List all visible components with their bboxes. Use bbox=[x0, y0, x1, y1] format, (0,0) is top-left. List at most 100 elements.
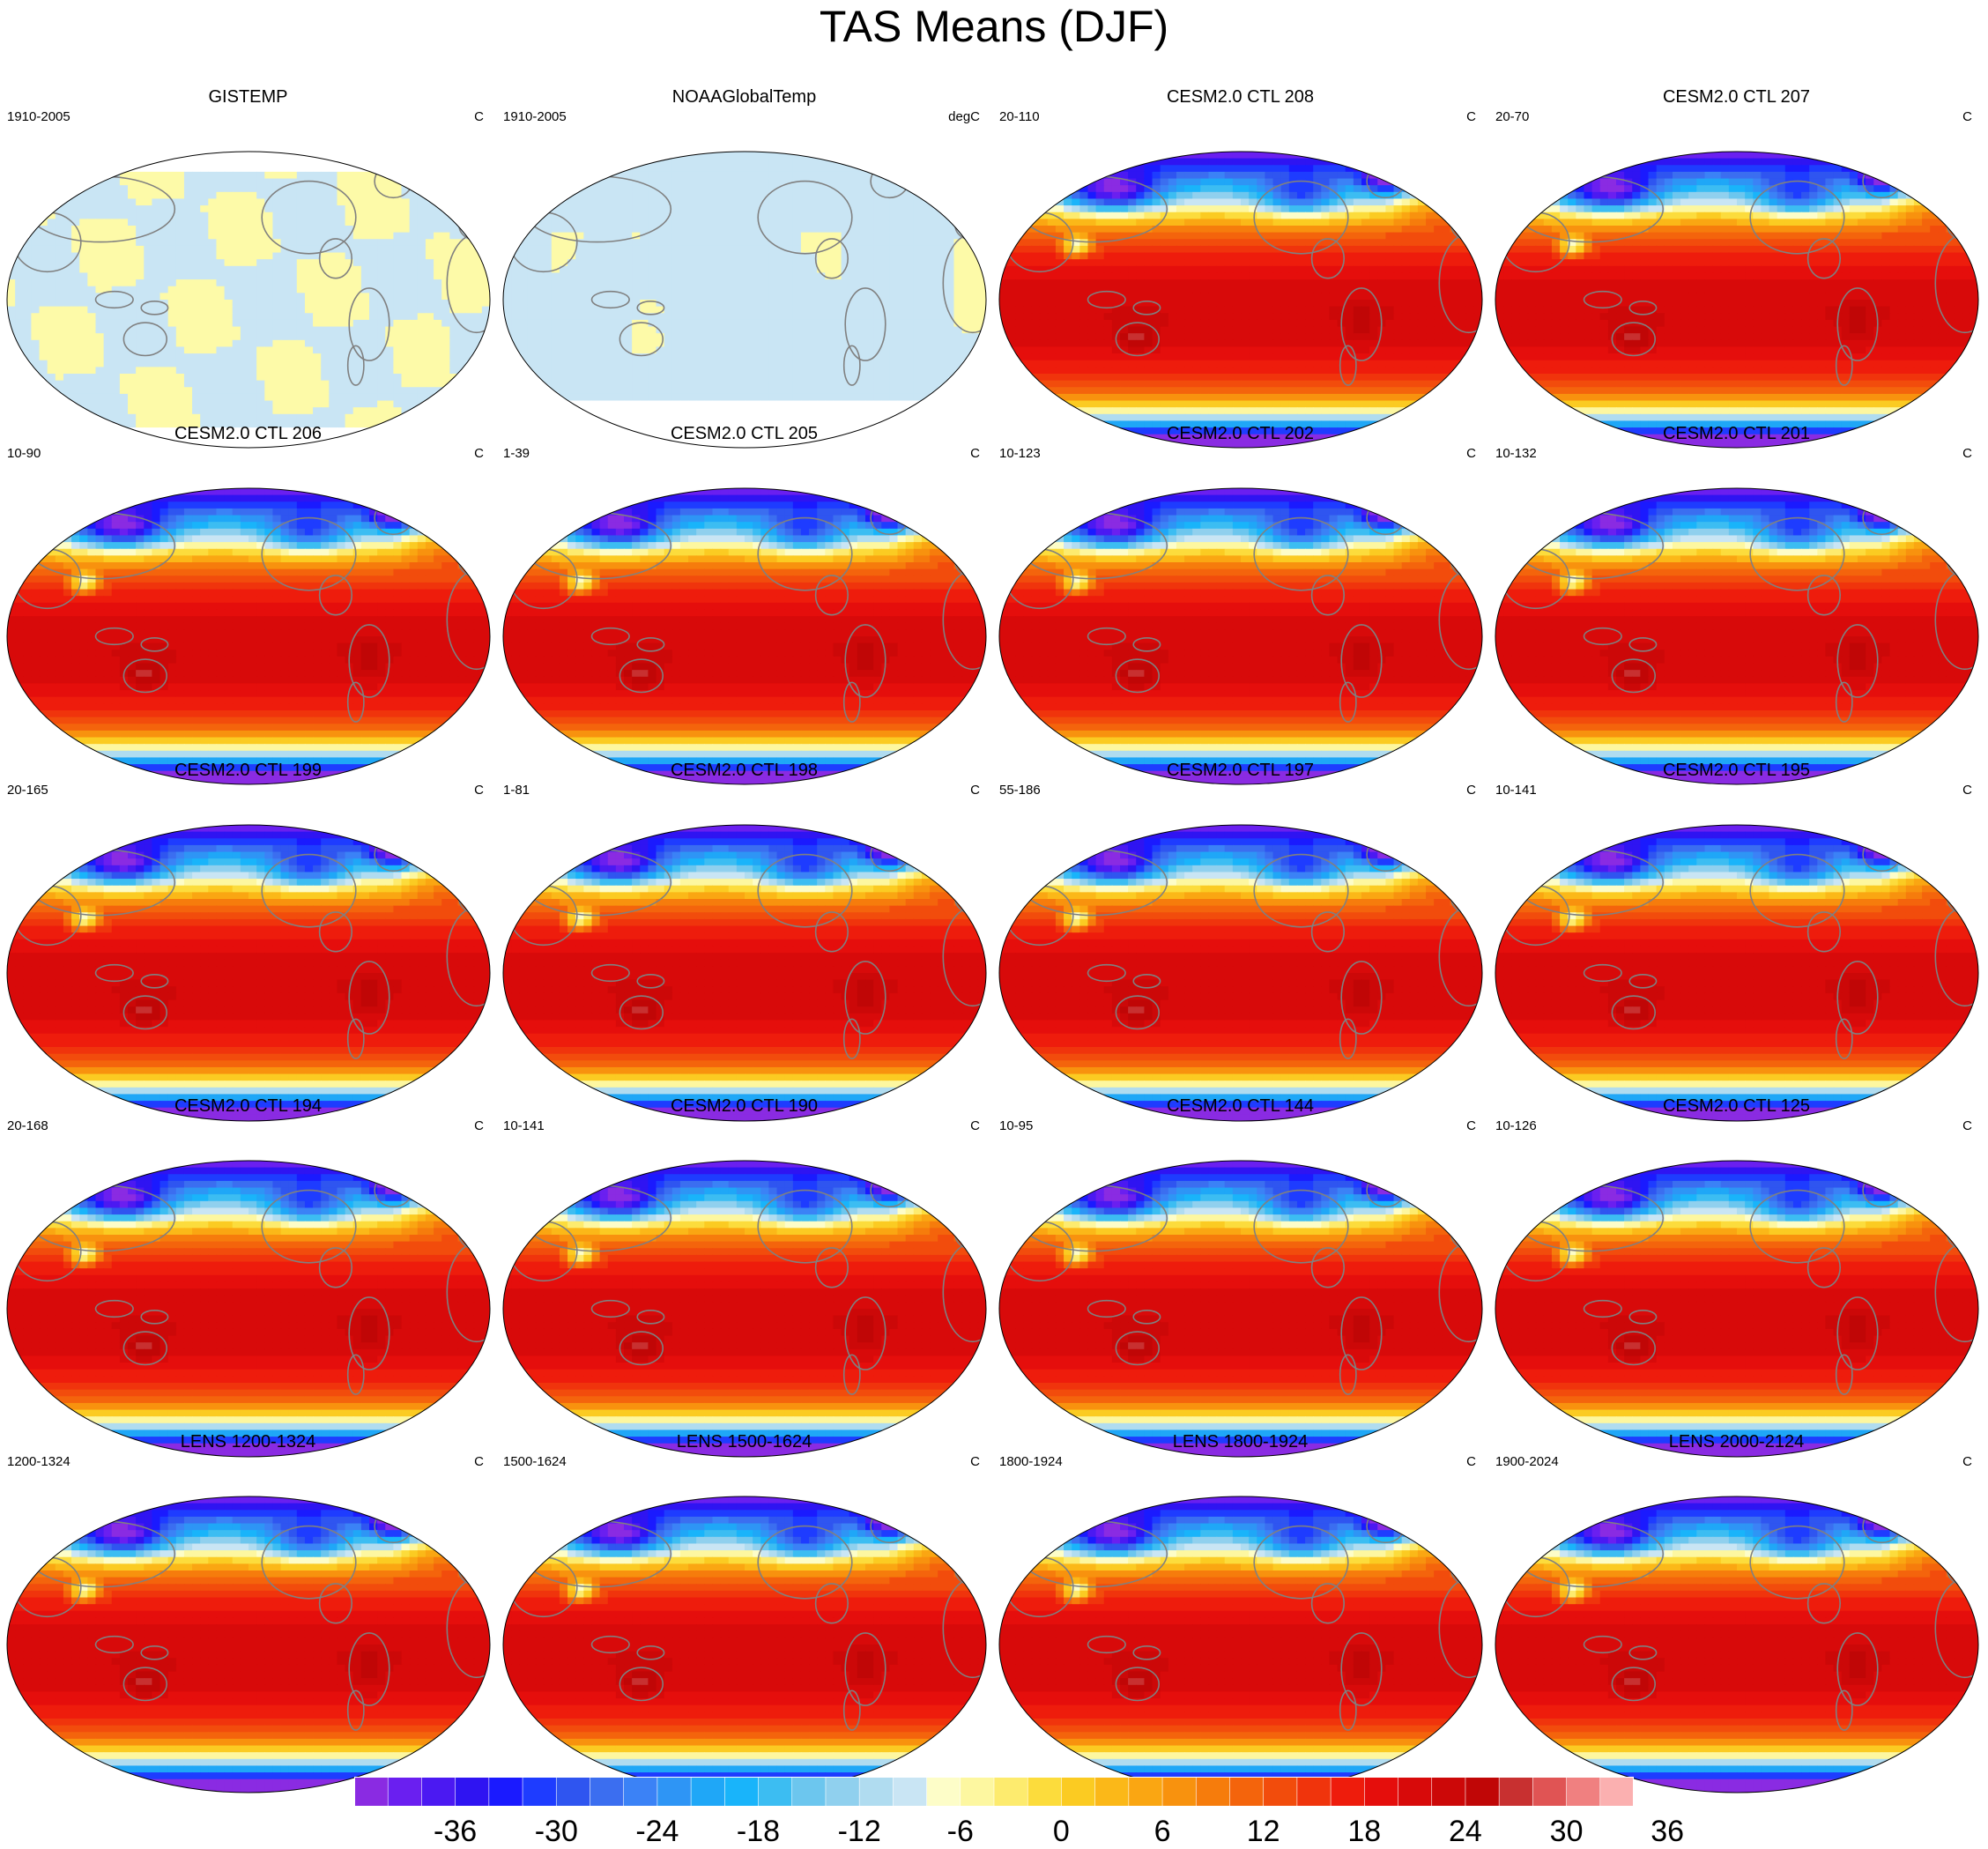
panel-period-label: 10-141 bbox=[1495, 783, 1537, 798]
panel-title: LENS 1200-1324 bbox=[0, 1431, 496, 1452]
colorbar-swatch bbox=[1364, 1777, 1399, 1808]
temperature-field bbox=[7, 1161, 490, 1457]
map-panel: CESM2.0 CTL 202 10-123 C bbox=[992, 423, 1488, 785]
map-panel: LENS 1200-1324 1200-1324 C bbox=[0, 1431, 496, 1793]
map-panel: CESM2.0 CTL 194 20-168 C bbox=[0, 1095, 496, 1458]
map-outline bbox=[6, 1496, 491, 1793]
panel-units-label: C bbox=[1466, 783, 1476, 798]
map-outline bbox=[1495, 487, 1979, 785]
panel-period-label: 1910-2005 bbox=[7, 109, 70, 125]
panel-period-label: 10-141 bbox=[503, 1118, 545, 1134]
panel-units-label: C bbox=[970, 446, 980, 462]
map-panel: CESM2.0 CTL 207 20-70 C bbox=[1488, 86, 1984, 449]
map-outline bbox=[998, 1160, 1483, 1458]
colorbar-swatch bbox=[590, 1777, 625, 1808]
temperature-field bbox=[503, 1161, 986, 1457]
panel-title: CESM2.0 CTL 195 bbox=[1488, 760, 1984, 781]
map-robinson-projection bbox=[502, 824, 987, 1122]
map-panel: LENS 1800-1924 1800-1924 C bbox=[992, 1431, 1488, 1793]
temperature-field bbox=[503, 488, 986, 784]
map-panel: CESM2.0 CTL 197 55-186 C bbox=[992, 760, 1488, 1122]
colorbar-swatch bbox=[1599, 1777, 1634, 1808]
colorbar-swatch bbox=[1094, 1777, 1130, 1808]
temperature-field bbox=[7, 152, 490, 448]
panel-units-label: C bbox=[1466, 1118, 1476, 1134]
panel-title: CESM2.0 CTL 198 bbox=[496, 760, 992, 781]
temperature-field bbox=[1495, 488, 1978, 784]
colorbar-swatch bbox=[724, 1777, 760, 1808]
panel-title: CESM2.0 CTL 205 bbox=[496, 423, 992, 444]
panel-period-label: 20-70 bbox=[1495, 109, 1529, 125]
colorbar-tick-label: 6 bbox=[1127, 1814, 1198, 1849]
colorbar-swatch bbox=[421, 1777, 456, 1808]
panel-period-label: 10-126 bbox=[1495, 1118, 1537, 1134]
colorbar-swatch bbox=[1498, 1777, 1534, 1808]
panel-period-label: 1-81 bbox=[503, 783, 530, 798]
panel-title: LENS 2000-2124 bbox=[1488, 1431, 1984, 1452]
map-panel: CESM2.0 CTL 125 10-126 C bbox=[1488, 1095, 1984, 1458]
map-outline bbox=[502, 151, 987, 449]
map-robinson-projection bbox=[998, 487, 1483, 785]
map-outline bbox=[6, 1160, 491, 1458]
map-robinson-projection bbox=[1495, 487, 1979, 785]
map-outline bbox=[6, 824, 491, 1122]
panel-period-label: 20-168 bbox=[7, 1118, 48, 1134]
map-robinson-projection bbox=[502, 1496, 987, 1793]
temperature-field bbox=[1495, 1161, 1978, 1457]
panel-period-label: 55-186 bbox=[999, 783, 1041, 798]
temperature-field bbox=[1495, 825, 1978, 1121]
colorbar: -36 -30 -24 -18 -12 -6 0 6 12 18 24 30 36 bbox=[354, 1777, 1684, 1849]
temperature-field bbox=[503, 152, 986, 448]
temperature-field bbox=[999, 152, 1482, 448]
map-outline bbox=[6, 487, 491, 785]
panel-title: CESM2.0 CTL 144 bbox=[992, 1095, 1488, 1117]
panel-units-label: C bbox=[474, 1118, 484, 1134]
panel-period-label: 10-132 bbox=[1495, 446, 1537, 462]
colorbar-tick-label: -24 bbox=[622, 1814, 693, 1849]
colorbar-swatch bbox=[926, 1777, 961, 1808]
map-robinson-projection bbox=[6, 1496, 491, 1793]
panel-title: CESM2.0 CTL 125 bbox=[1488, 1095, 1984, 1117]
colorbar-tick-label: 30 bbox=[1532, 1814, 1602, 1849]
colorbar-swatch bbox=[690, 1777, 726, 1808]
panel-units-label: C bbox=[474, 1454, 484, 1470]
colorbar-tick-label: 12 bbox=[1228, 1814, 1299, 1849]
panel-period-label: 1900-2024 bbox=[1495, 1454, 1559, 1470]
colorbar-tick-label: 0 bbox=[1026, 1814, 1096, 1849]
map-robinson-projection bbox=[998, 824, 1483, 1122]
panel-units-label: C bbox=[1962, 783, 1972, 798]
colorbar-swatch bbox=[1195, 1777, 1231, 1808]
panel-units-label: C bbox=[1962, 109, 1972, 125]
panel-title: CESM2.0 CTL 207 bbox=[1488, 86, 1984, 108]
panel-units-label: C bbox=[1962, 1454, 1972, 1470]
panel-period-label: 1-39 bbox=[503, 446, 530, 462]
colorbar-swatch bbox=[825, 1777, 860, 1808]
colorbar-swatch bbox=[1431, 1777, 1466, 1808]
map-robinson-projection bbox=[1495, 1496, 1979, 1793]
panel-title: GISTEMP bbox=[0, 86, 496, 108]
panel-period-label: 1500-1624 bbox=[503, 1454, 567, 1470]
map-panel: CESM2.0 CTL 206 10-90 C bbox=[0, 423, 496, 785]
colorbar-swatch bbox=[623, 1777, 658, 1808]
colorbar-swatch bbox=[656, 1777, 692, 1808]
panel-period-label: 1200-1324 bbox=[7, 1454, 70, 1470]
colorbar-swatch bbox=[758, 1777, 793, 1808]
panel-period-label: 1800-1924 bbox=[999, 1454, 1063, 1470]
colorbar-swatch bbox=[354, 1777, 389, 1808]
map-panel: LENS 1500-1624 1500-1624 C bbox=[496, 1431, 992, 1793]
temperature-field bbox=[7, 825, 490, 1121]
panel-units-label: C bbox=[970, 1118, 980, 1134]
map-panel: GISTEMP 1910-2005 C bbox=[0, 86, 496, 449]
map-robinson-projection bbox=[1495, 824, 1979, 1122]
colorbar-swatch bbox=[858, 1777, 894, 1808]
temperature-field bbox=[999, 825, 1482, 1121]
map-panel: CESM2.0 CTL 205 1-39 C bbox=[496, 423, 992, 785]
colorbar-swatch bbox=[488, 1777, 523, 1808]
colorbar-swatch bbox=[522, 1777, 558, 1808]
colorbar-tick-label: -6 bbox=[925, 1814, 996, 1849]
panel-units-label: C bbox=[474, 109, 484, 125]
panel-title: CESM2.0 CTL 199 bbox=[0, 760, 496, 781]
temperature-field bbox=[999, 1496, 1482, 1793]
panel-period-label: 1910-2005 bbox=[503, 109, 567, 125]
colorbar-swatch bbox=[1061, 1777, 1096, 1808]
